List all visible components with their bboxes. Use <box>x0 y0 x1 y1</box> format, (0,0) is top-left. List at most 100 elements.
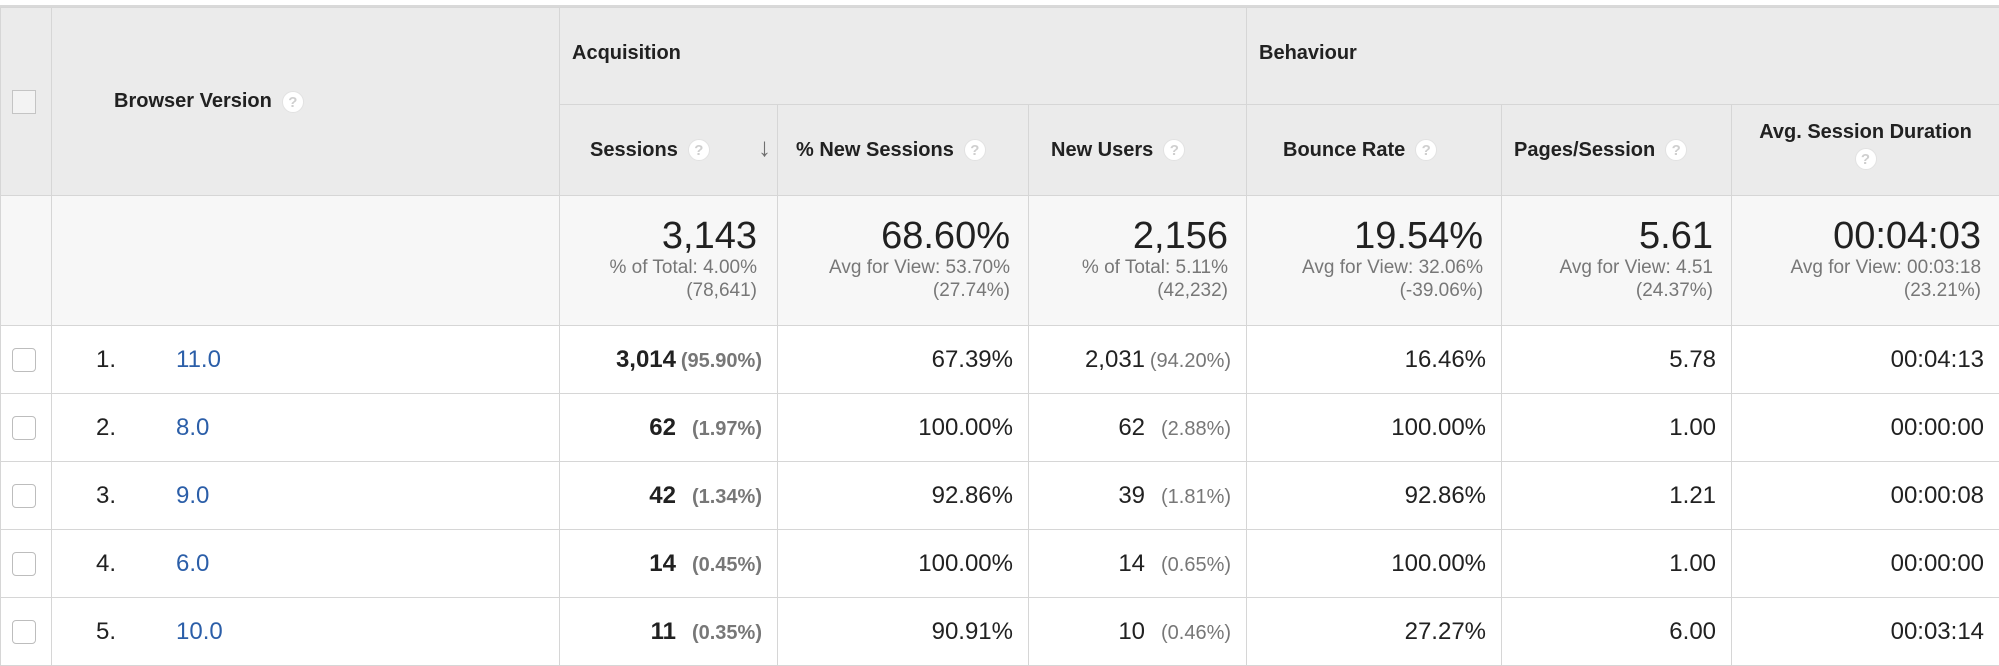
browser-version-link[interactable]: 9.0 <box>176 481 210 509</box>
row-bounce-rate: 92.86% <box>1246 461 1503 530</box>
row-pages-session: 1.21 <box>1501 461 1733 530</box>
table-row: 4. 6.0 14 (0.45%) 100.00% 14 (0.65%) 100.00… <box>0 529 1999 598</box>
help-icon[interactable]: ? <box>687 139 710 162</box>
column-pages-session-label: Pages/Session <box>1514 138 1656 161</box>
row-sessions-pct: (1.34%) <box>691 485 762 508</box>
total-value: 00:04:03 <box>1833 215 1982 257</box>
total-sessions: 3,143 % of Total: 4.00% (78,641) <box>559 195 778 326</box>
row-avg-duration: 00:04:13 <box>1731 325 1999 394</box>
select-all-cell <box>0 7 52 196</box>
total-line1: Avg for View: 4.51 <box>1559 257 1714 278</box>
row-dimension-cell: 1. 11.0 <box>51 325 560 394</box>
help-icon[interactable]: ? <box>963 139 986 162</box>
help-icon[interactable]: ? <box>281 90 304 113</box>
row-sessions-cell: 62 (1.97%) <box>559 393 778 462</box>
row-checkbox-cell <box>0 393 52 462</box>
row-index: 5. <box>96 617 117 645</box>
row-sessions-pct: (1.97%) <box>691 417 762 440</box>
group-header-acquisition: Acquisition <box>558 7 1248 105</box>
total-line2: (27.74%) <box>932 280 1010 301</box>
column-header-bounce-rate[interactable]: Bounce Rate? <box>1246 104 1503 196</box>
total-value: 3,143 <box>661 215 757 257</box>
dimension-header[interactable]: Browser Version? <box>51 7 560 196</box>
row-dimension-cell: 3. 9.0 <box>51 461 560 530</box>
browser-version-link[interactable]: 8.0 <box>176 413 210 441</box>
row-avg-duration: 00:00:08 <box>1731 461 1999 530</box>
row-new-users: 2,031 <box>1084 345 1146 373</box>
table-row: 1. 11.0 3,014 (95.90%) 67.39% 2,031 (94.20%… <box>0 325 1999 394</box>
totals-dimension-cell <box>51 195 560 326</box>
row-avg-duration: 00:00:00 <box>1731 393 1999 462</box>
select-all-checkbox[interactable] <box>12 89 36 114</box>
total-line2: (78,641) <box>686 280 757 301</box>
row-new-users: 62 <box>1118 413 1146 441</box>
totals-checkbox-cell <box>0 195 52 326</box>
row-checkbox-cell <box>0 529 52 598</box>
row-checkbox[interactable] <box>12 347 36 372</box>
row-dimension-cell: 5. 10.0 <box>51 597 560 666</box>
total-value: 5.61 <box>1639 215 1714 257</box>
row-bounce-rate: 27.27% <box>1246 597 1503 666</box>
total-line1: Avg for View: 00:03:18 <box>1790 257 1982 278</box>
total-line2: (42,232) <box>1157 280 1229 301</box>
column-avg-session-duration-label: Avg. Session Duration <box>1759 121 1972 143</box>
column-header-sessions[interactable]: Sessions? ↓ <box>559 104 778 196</box>
total-line2: (24.37%) <box>1635 280 1714 301</box>
help-icon[interactable]: ? <box>1415 139 1438 162</box>
row-checkbox[interactable] <box>12 415 36 440</box>
row-index: 2. <box>96 413 117 441</box>
row-pages-session: 1.00 <box>1501 529 1733 598</box>
row-sessions: 62 <box>649 413 676 441</box>
row-new-users: 39 <box>1118 481 1146 509</box>
row-new-users-cell: 14 (0.65%) <box>1027 529 1248 598</box>
row-pages-session: 5.78 <box>1501 325 1733 394</box>
browser-version-link[interactable]: 6.0 <box>176 549 210 577</box>
help-icon[interactable]: ? <box>1854 147 1877 170</box>
row-sessions-pct: (95.90%) <box>680 349 762 372</box>
row-new-users-pct: (2.88%) <box>1160 417 1232 440</box>
column-header-avg-session-duration[interactable]: Avg. Session Duration? <box>1731 104 1999 196</box>
column-header-pages-session[interactable]: Pages/Session? <box>1501 104 1733 196</box>
browser-version-link[interactable]: 10.0 <box>176 617 223 645</box>
help-icon[interactable]: ? <box>1163 139 1186 162</box>
top-divider <box>0 5 1999 7</box>
row-checkbox-cell <box>0 461 52 530</box>
column-bounce-rate-label: Bounce Rate <box>1283 138 1406 161</box>
column-new-users-label: New Users <box>1051 138 1154 161</box>
row-new-users-pct: (0.46%) <box>1160 621 1232 644</box>
total-line1: Avg for View: 32.06% <box>1302 257 1484 278</box>
row-index: 4. <box>96 549 117 577</box>
row-new-users: 10 <box>1118 617 1146 645</box>
column-new-sessions-label: % New Sessions <box>796 138 954 161</box>
row-new-sessions: 92.86% <box>777 461 1029 530</box>
row-new-users-cell: 10 (0.46%) <box>1027 597 1248 666</box>
header-column-row: Sessions? ↓ % New Sessions? New Users? Bo… <box>1 104 1999 196</box>
row-checkbox[interactable] <box>12 619 36 644</box>
column-header-new-users[interactable]: New Users? <box>1027 104 1248 196</box>
row-sessions-cell: 42 (1.34%) <box>559 461 778 530</box>
row-sessions-pct: (0.35%) <box>691 621 762 644</box>
total-line1: % of Total: 5.11% <box>1081 257 1229 278</box>
row-index: 3. <box>96 481 117 509</box>
row-bounce-rate: 100.00% <box>1246 393 1503 462</box>
browser-version-link[interactable]: 11.0 <box>176 345 221 373</box>
row-sessions: 3,014 <box>615 345 676 373</box>
row-avg-duration: 00:03:14 <box>1731 597 1999 666</box>
row-checkbox[interactable] <box>12 551 36 576</box>
row-sessions: 42 <box>649 481 676 509</box>
row-sessions-cell: 14 (0.45%) <box>559 529 778 598</box>
report-table: Browser Version? Acquisition Behaviour S… <box>0 7 1999 666</box>
group-acquisition-label: Acquisition <box>572 41 681 64</box>
total-pages-session: 5.61 Avg for View: 4.51 (24.37%) <box>1501 195 1733 326</box>
column-header-new-sessions[interactable]: % New Sessions? <box>777 104 1029 196</box>
row-pages-session: 1.00 <box>1501 393 1733 462</box>
row-new-sessions: 90.91% <box>777 597 1029 666</box>
row-new-users-pct: (1.81%) <box>1160 485 1232 508</box>
total-value: 2,156 <box>1132 215 1229 257</box>
row-dimension-cell: 4. 6.0 <box>51 529 560 598</box>
row-sessions-pct: (0.45%) <box>691 553 762 576</box>
row-checkbox[interactable] <box>12 483 36 508</box>
help-icon[interactable]: ? <box>1665 139 1688 162</box>
sort-descending-icon[interactable]: ↓ <box>758 131 771 162</box>
